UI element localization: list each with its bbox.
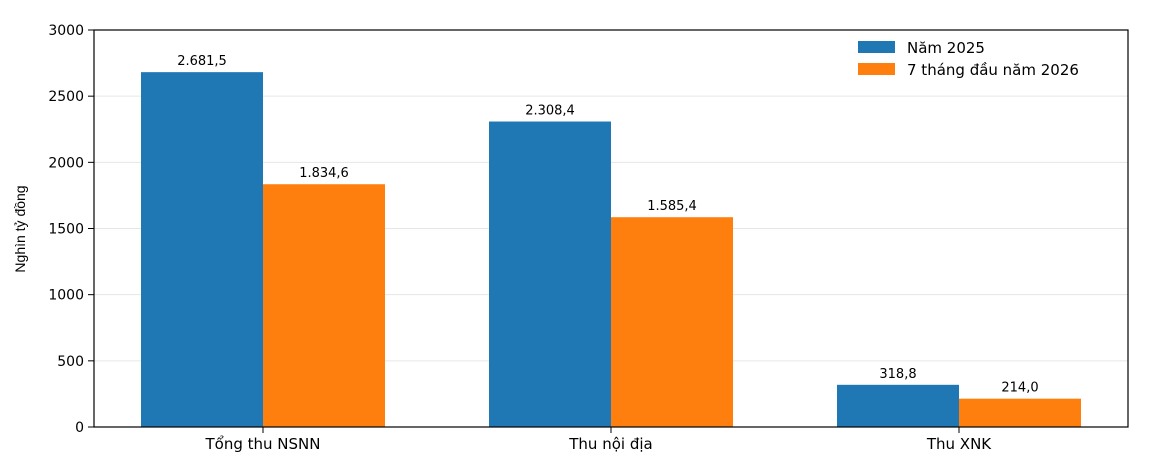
legend-swatch xyxy=(858,63,895,75)
x-category-label: Thu XNK xyxy=(926,435,992,453)
bar xyxy=(263,184,385,427)
bar-value-label: 1.834,6 xyxy=(299,166,349,181)
bar-value-label: 214,0 xyxy=(1001,381,1038,396)
y-tick-label: 500 xyxy=(57,354,84,370)
bar xyxy=(611,217,733,427)
y-tick-label: 1000 xyxy=(48,288,84,304)
bar xyxy=(489,121,611,428)
y-tick-label: 2000 xyxy=(48,155,84,171)
legend-label: 7 tháng đầu năm 2026 xyxy=(907,61,1079,79)
bar xyxy=(141,72,263,427)
legend: Năm 2025 7 tháng đầu năm 2026 xyxy=(858,39,1079,79)
bar xyxy=(959,398,1081,427)
legend-label: Năm 2025 xyxy=(907,39,985,57)
y-axis-ticks: 0 500 1000 1500 2000 2500 3000 xyxy=(48,23,94,436)
bar-value-label: 2.681,5 xyxy=(177,54,227,69)
data-labels: 2.681,5 1.834,6 2.308,4 1.585,4 318,8 214,0 xyxy=(177,54,1038,396)
y-tick-label: 0 xyxy=(75,420,84,436)
bar-value-label: 318,8 xyxy=(879,367,916,382)
x-category-label: Tổng thu NSNN xyxy=(205,435,321,453)
bar-value-label: 2.308,4 xyxy=(525,104,575,119)
bars-layer xyxy=(141,72,1081,428)
x-category-label: Thu nội địa xyxy=(568,435,652,453)
legend-swatch xyxy=(858,41,895,53)
x-axis-ticks: Tổng thu NSNN Thu nội địa Thu XNK xyxy=(205,427,992,453)
y-tick-label: 3000 xyxy=(48,23,84,39)
bar-value-label: 1.585,4 xyxy=(647,199,697,214)
y-tick-label: 1500 xyxy=(48,222,84,238)
y-tick-label: 2500 xyxy=(48,89,84,105)
bar xyxy=(837,384,959,427)
y-axis-label: Nghìn tỷ đồng xyxy=(12,185,28,272)
